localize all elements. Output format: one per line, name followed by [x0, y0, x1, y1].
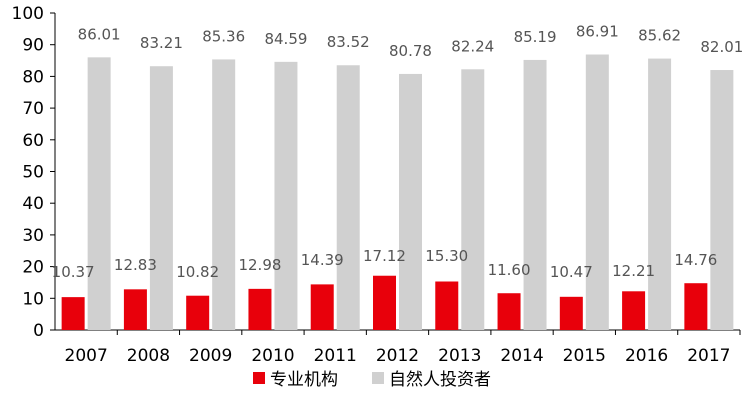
bar-institution — [248, 288, 272, 330]
y-tick-label: 10 — [22, 289, 44, 309]
x-tick-label: 2007 — [65, 346, 108, 366]
bar-individual — [399, 73, 422, 330]
y-tick-label: 100 — [12, 4, 44, 24]
bar-individual — [336, 65, 360, 330]
data-labels: 10.37 86.01 12.83 83.21 10.82 85.36 12.98 84.59… — [52, 22, 744, 281]
legend: 专业机构 自然人投资者 — [253, 370, 491, 390]
bar-institution — [123, 289, 147, 330]
x-tick-label: 2009 — [189, 346, 232, 366]
y-tick-label: 70 — [22, 99, 44, 119]
bars — [61, 54, 734, 331]
data-label: 12.98 — [238, 256, 281, 274]
x-tick-label: 2010 — [251, 346, 294, 366]
bar-institution — [684, 283, 708, 330]
x-tick-label: 2015 — [563, 346, 606, 366]
data-label: 83.21 — [140, 34, 183, 52]
data-label: 14.76 — [674, 251, 717, 269]
bar-institution — [310, 284, 334, 330]
bar-institution — [373, 275, 396, 330]
data-label: 15.30 — [425, 247, 468, 265]
y-tick-label: 50 — [22, 163, 44, 183]
data-label: 17.12 — [363, 247, 406, 265]
bar-individual — [212, 59, 236, 330]
bar-individual — [710, 70, 734, 331]
legend-swatch — [253, 372, 265, 384]
bar-institution — [497, 293, 521, 330]
y-axis: 0 10 20 30 40 50 60 70 80 90 100 — [12, 4, 56, 341]
data-label: 10.47 — [550, 263, 593, 281]
bar-institution — [622, 291, 646, 330]
data-label: 10.82 — [176, 263, 219, 281]
data-label: 86.01 — [78, 25, 121, 43]
bar-institution — [61, 297, 85, 330]
data-label: 12.21 — [612, 262, 655, 280]
data-label: 83.52 — [327, 33, 370, 51]
y-tick-label: 20 — [22, 258, 44, 278]
x-tick-label: 2012 — [376, 346, 419, 366]
data-label: 12.83 — [114, 256, 157, 274]
bar-institution — [559, 296, 583, 330]
y-tick-label: 40 — [22, 194, 44, 214]
bar-individual — [274, 61, 298, 330]
legend-label: 专业机构 — [270, 370, 338, 390]
y-tick-label: 80 — [22, 67, 44, 87]
y-tick-label: 60 — [22, 131, 44, 151]
data-label: 10.37 — [52, 263, 95, 281]
bar-institution — [435, 281, 459, 330]
x-axis: 2007 2008 2009 2010 2011 2012 2013 2014 2015 2016… — [55, 329, 741, 366]
x-tick-label: 2008 — [127, 346, 170, 366]
bar-individual — [523, 59, 547, 331]
x-tick-label: 2014 — [500, 346, 543, 366]
legend-label: 自然人投资者 — [389, 370, 491, 390]
bar-institution — [186, 295, 210, 330]
x-tick-label: 2016 — [625, 346, 668, 366]
bar-individual — [461, 69, 485, 331]
data-label: 80.78 — [389, 42, 432, 60]
y-tick-label: 0 — [33, 321, 44, 341]
data-label: 85.36 — [202, 27, 245, 45]
x-tick-label: 2017 — [687, 346, 730, 366]
y-tick-label: 90 — [22, 36, 44, 56]
data-label: 82.01 — [700, 38, 743, 56]
x-tick-label: 2011 — [314, 346, 357, 366]
data-label: 84.59 — [264, 30, 307, 48]
data-label: 14.39 — [301, 251, 344, 269]
data-label: 86.91 — [576, 22, 619, 40]
legend-swatch — [372, 372, 384, 384]
bar-individual — [149, 66, 173, 330]
bar-individual — [648, 58, 672, 331]
data-label: 85.62 — [638, 27, 681, 45]
data-label: 85.19 — [514, 28, 557, 46]
data-label: 82.24 — [451, 37, 494, 55]
y-tick-label: 30 — [22, 226, 44, 246]
bar-individual — [585, 54, 609, 330]
bar-individual — [87, 57, 111, 331]
x-tick-label: 2013 — [438, 346, 481, 366]
data-label: 11.60 — [488, 261, 531, 279]
